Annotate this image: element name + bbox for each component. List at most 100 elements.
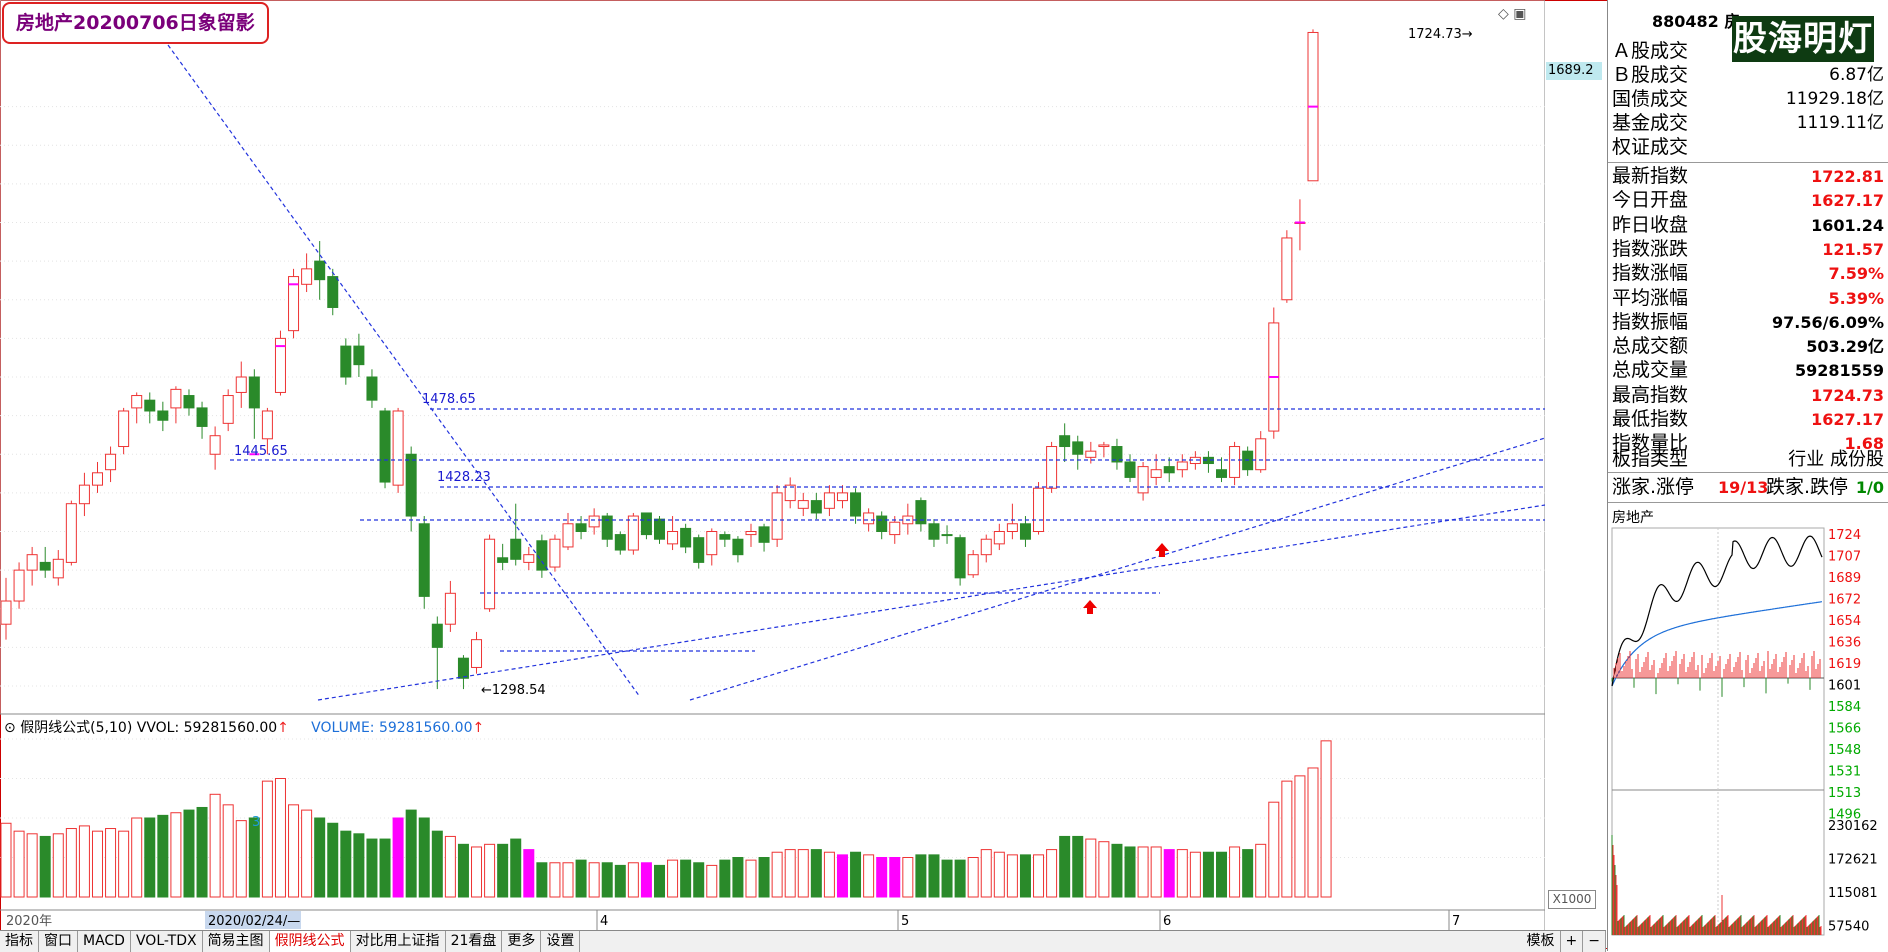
quote-row: 指数量比 1.68: [1612, 432, 1884, 455]
volume-bar: [980, 849, 992, 898]
window-icon[interactable]: ▣: [1513, 6, 1527, 22]
quote-label: 基金成交: [1612, 112, 1689, 134]
tab-7[interactable]: 21看盘: [446, 931, 503, 952]
candle-body: [1229, 446, 1241, 478]
candle-body: [0, 600, 12, 625]
top-icons[interactable]: ◇ ▣: [1498, 6, 1526, 22]
candle-body: [405, 453, 417, 517]
volume-bar: [457, 843, 469, 898]
main-kline-chart[interactable]: 1675165016251600157515501525150014751450…: [0, 0, 1545, 951]
volume-bar: [627, 862, 639, 898]
down-trend-line: [167, 44, 641, 698]
candle-body: [706, 531, 718, 556]
candle-body: [497, 557, 509, 563]
volume-bar: [967, 857, 979, 898]
volume-bar: [549, 862, 561, 898]
volume-bar: [745, 859, 757, 898]
tab-1[interactable]: 窗口: [39, 931, 78, 952]
mini-chart-title: 房地产: [1612, 510, 1654, 526]
mini-price-tick: 1724: [1828, 528, 1861, 543]
candle-body: [640, 512, 652, 536]
quote-row: 平均涨幅 5.39%: [1612, 287, 1884, 310]
tab-5[interactable]: 假阴线公式: [269, 931, 351, 952]
tab-4[interactable]: 简易主图: [203, 931, 270, 952]
indicator-header[interactable]: ⊙ 假阴线公式(5,10) VVOL: 59281560.00↑ VOLUME:…: [4, 717, 484, 737]
quote-row: 最新指数 1722.81: [1612, 165, 1884, 188]
quote-row: 最高指数 1724.73: [1612, 384, 1884, 407]
diamond-icon[interactable]: ◇: [1498, 6, 1509, 22]
plus-button[interactable]: +: [1561, 931, 1584, 952]
support-line-2: [689, 437, 1545, 701]
candle-body: [392, 410, 404, 486]
volume-bar: [823, 851, 835, 898]
quote-label: 最高指数: [1612, 383, 1689, 406]
template-button[interactable]: 模板: [1522, 931, 1561, 952]
quote-value: 121.57: [1822, 239, 1884, 259]
high-label: 1724.73→: [1408, 27, 1473, 42]
mini-price-tick: 1496: [1828, 808, 1861, 823]
mini-vol-tick: 172621: [1828, 853, 1878, 868]
volume-bar: [340, 830, 352, 898]
quote-row: 指数涨幅 7.59%: [1612, 262, 1884, 285]
volume-bar: [588, 862, 600, 898]
tab-2[interactable]: MACD: [78, 931, 131, 952]
candle-body: [536, 540, 548, 571]
volume-bar: [484, 843, 496, 898]
tab-6[interactable]: 对比用上证指: [351, 931, 446, 952]
indicator-name[interactable]: 假阴线公式(5,10): [20, 720, 133, 736]
tab-0[interactable]: 指标: [0, 931, 39, 952]
quote-value: 1627.17: [1811, 410, 1884, 429]
tab-3[interactable]: VOL-TDX: [131, 931, 203, 952]
candle-body: [1059, 435, 1071, 448]
indicator-toggle-icon[interactable]: ⊙: [4, 720, 16, 736]
quote-label: 总成交量: [1612, 359, 1689, 382]
x-month-label: 6: [1163, 914, 1171, 929]
candle-body: [863, 512, 875, 525]
candle-body: [314, 260, 326, 281]
candle-body: [366, 376, 378, 401]
type-value[interactable]: 行业 成份股: [1788, 449, 1884, 470]
candle-body: [1150, 469, 1162, 478]
candle-body: [889, 521, 901, 536]
volume-bar: [444, 835, 456, 898]
mini-price-tick: 1531: [1828, 765, 1861, 780]
quote-value: 1119.11亿: [1796, 113, 1884, 133]
volume-bar: [1268, 801, 1280, 898]
quote-label: 最低指数: [1612, 408, 1689, 430]
volume-bar: [1137, 846, 1149, 898]
candle-body: [745, 531, 757, 536]
mini-price-tick: 1566: [1828, 722, 1861, 737]
volume-bar: [261, 780, 273, 898]
tab-8[interactable]: 更多: [502, 931, 542, 952]
candle-body: [1137, 466, 1149, 494]
intraday-mini-chart[interactable]: 1724 1707 1689 1672 1654 1636 1619 1601 1584 1566…: [1608, 520, 1888, 950]
candle-body: [836, 492, 848, 502]
limit-up-value: 19/13: [1718, 478, 1769, 497]
candle-body: [1216, 469, 1228, 478]
volume-bar: [889, 857, 901, 898]
volume-bar: [667, 859, 679, 898]
candle-body: [379, 410, 391, 483]
candle-body: [248, 376, 260, 409]
mini-vol-tick: 230162: [1828, 819, 1878, 834]
candle-body: [810, 500, 822, 514]
minus-button[interactable]: −: [1583, 931, 1606, 952]
volume-bar: [732, 857, 744, 898]
volume-bar: [0, 822, 12, 898]
volume-bar: [1059, 835, 1071, 898]
candle-body: [954, 537, 966, 579]
volume-multiplier: X1000: [1548, 890, 1596, 909]
volume-bar: [471, 846, 483, 898]
candle-body: [431, 623, 443, 648]
volume-bar: [1124, 846, 1136, 898]
candle-body: [601, 515, 613, 540]
tab-9[interactable]: 设置: [541, 931, 581, 952]
volume-bar: [170, 812, 182, 898]
volume-bar: [131, 817, 143, 898]
volume-bar: [902, 857, 914, 898]
quote-row: 权证成交: [1612, 136, 1884, 159]
quote-row: 国债成交 11929.18亿: [1612, 88, 1884, 111]
mini-price-tick: 1619: [1828, 657, 1861, 672]
volume-bar: [941, 859, 953, 898]
candle-body: [1281, 237, 1293, 301]
